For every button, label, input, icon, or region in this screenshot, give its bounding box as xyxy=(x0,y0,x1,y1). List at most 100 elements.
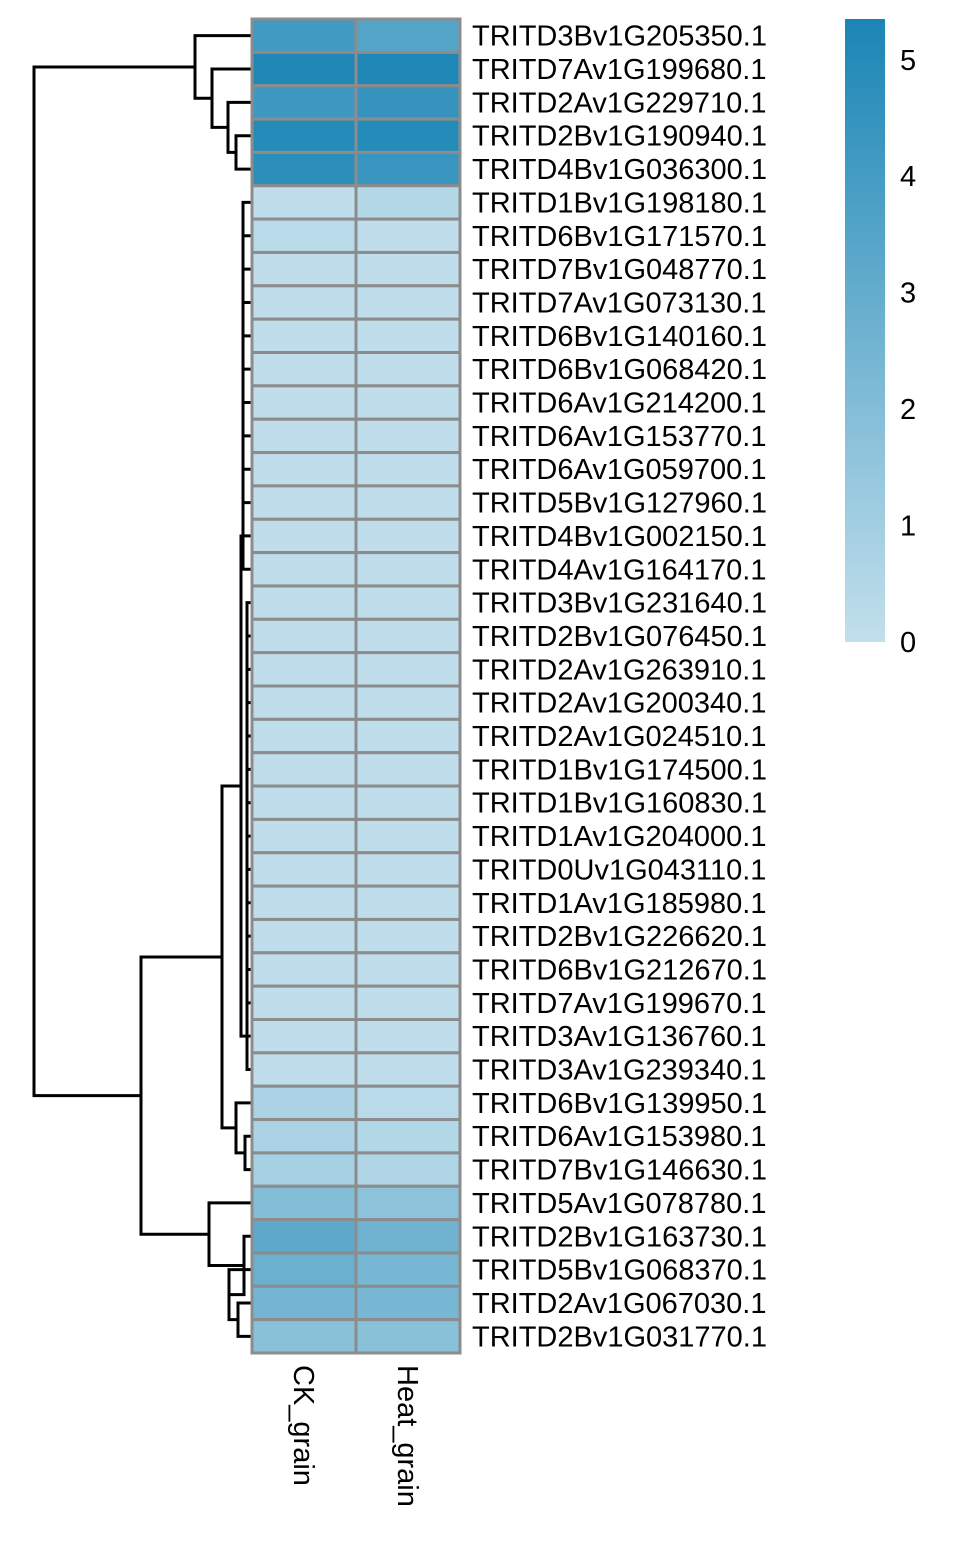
heatmap-cell xyxy=(250,1151,358,1188)
row-label: TRITD6Av1G153770.1 xyxy=(472,421,766,453)
column-label: CK_grain xyxy=(287,1365,319,1486)
heatmap-cell xyxy=(250,784,358,821)
dendrogram-branch xyxy=(210,67,253,129)
row-label: TRITD2Av1G229710.1 xyxy=(472,87,766,119)
heatmap-cell xyxy=(354,1151,462,1188)
heatmap-cell xyxy=(354,50,462,88)
heatmap-cell xyxy=(354,684,462,721)
heatmap-cell xyxy=(250,951,358,988)
row-label: TRITD6Bv1G212670.1 xyxy=(472,954,767,986)
heatmap-cell xyxy=(250,417,358,455)
heatmap-cell xyxy=(250,84,358,121)
heatmap-cell xyxy=(250,351,358,388)
heatmap-cell xyxy=(354,1184,462,1222)
heatmap-cell xyxy=(250,1084,358,1122)
dendrogram-branch xyxy=(226,100,253,154)
heatmap-cell xyxy=(250,984,358,1022)
heatmap-cell xyxy=(250,684,358,721)
row-label: TRITD2Bv1G076450.1 xyxy=(472,621,767,653)
heatmap-cell xyxy=(250,484,358,521)
heatmap-cells xyxy=(250,17,462,1355)
heatmap-cell xyxy=(250,184,358,221)
heatmap-cell xyxy=(250,1184,358,1222)
heatmap-cell xyxy=(354,717,462,755)
heatmap-cell xyxy=(250,217,358,254)
heatmap-cell xyxy=(354,917,462,955)
row-label: TRITD6Bv1G171570.1 xyxy=(472,221,767,253)
heatmap-cell xyxy=(250,1218,358,1255)
heatmap-cell xyxy=(354,317,462,354)
legend-tick-label: 5 xyxy=(900,45,916,77)
heatmap-cell xyxy=(354,584,462,621)
row-label: TRITD1Av1G204000.1 xyxy=(472,821,766,853)
heatmap-cell xyxy=(250,250,358,288)
dendrogram-branch xyxy=(32,65,197,1098)
heatmap-cell xyxy=(354,484,462,521)
heatmap-cell xyxy=(250,384,358,421)
heatmap-cell xyxy=(354,384,462,421)
row-label: TRITD6Bv1G068420.1 xyxy=(472,354,767,386)
row-label: TRITD7Bv1G146630.1 xyxy=(472,1155,767,1187)
heatmap-cell xyxy=(250,1318,358,1355)
heatmap-cell xyxy=(354,150,462,188)
legend-tick-label: 0 xyxy=(900,627,916,659)
heatmap-cell xyxy=(354,951,462,988)
heatmap-cell xyxy=(250,884,358,921)
heatmap-cell xyxy=(354,1084,462,1122)
heatmap-cell xyxy=(250,717,358,755)
heatmap-cell xyxy=(354,517,462,555)
heatmap-cell xyxy=(354,217,462,254)
row-label: TRITD3Bv1G231640.1 xyxy=(472,588,767,620)
heatmap-cell xyxy=(354,1284,462,1322)
dendrogram-branch xyxy=(236,1301,253,1338)
column-labels: CK_grain Heat_grain xyxy=(287,1365,423,1507)
heatmap-cell xyxy=(354,1251,462,1288)
row-label: TRITD4Bv1G002150.1 xyxy=(472,521,767,553)
heatmap-cell xyxy=(250,117,358,154)
heatmap-cell xyxy=(250,817,358,855)
heatmap-cell xyxy=(354,250,462,288)
row-label: TRITD5Bv1G127960.1 xyxy=(472,488,767,520)
heatmap-cell xyxy=(250,317,358,354)
legend-tick-label: 2 xyxy=(900,394,916,426)
legend-tick-label: 3 xyxy=(900,278,916,310)
row-label: TRITD1Av1G185980.1 xyxy=(472,888,766,920)
heatmap-cell xyxy=(354,1018,462,1055)
heatmap-cell xyxy=(354,551,462,588)
heatmap-cell xyxy=(250,584,358,621)
row-label: TRITD2Av1G024510.1 xyxy=(472,721,766,753)
legend-tick-label: 4 xyxy=(900,161,916,193)
heatmap-cell xyxy=(250,551,358,588)
heatmap-cell xyxy=(354,1318,462,1355)
row-label: TRITD2Bv1G031770.1 xyxy=(472,1321,767,1353)
row-label: TRITD2Bv1G163730.1 xyxy=(472,1221,767,1253)
heatmap-cell xyxy=(354,617,462,655)
heatmap-cell xyxy=(354,884,462,921)
heatmap-cell xyxy=(354,184,462,221)
heatmap-cell xyxy=(354,17,462,54)
row-label: TRITD2Bv1G190940.1 xyxy=(472,121,767,153)
row-label: TRITD1Bv1G174500.1 xyxy=(472,754,767,786)
legend-color-bar xyxy=(845,19,885,642)
row-label: TRITD5Av1G078780.1 xyxy=(472,1188,766,1220)
heatmap-cell xyxy=(354,751,462,788)
row-label: TRITD7Bv1G048770.1 xyxy=(472,254,767,286)
heatmap-cell xyxy=(354,651,462,688)
color-legend: 0 1 2 3 4 5 xyxy=(845,19,916,659)
legend-tick-label: 1 xyxy=(900,511,916,543)
heatmap-cell xyxy=(354,817,462,855)
heatmap-cell xyxy=(250,1284,358,1322)
heatmap-cell xyxy=(250,751,358,788)
row-label: TRITD2Av1G200340.1 xyxy=(472,688,766,720)
row-label: TRITD1Bv1G160830.1 xyxy=(472,788,767,820)
row-label: TRITD2Av1G263910.1 xyxy=(472,654,766,686)
heatmap-cell xyxy=(354,84,462,121)
heatmap-cell xyxy=(250,617,358,655)
row-label: TRITD4Bv1G036300.1 xyxy=(472,154,767,186)
heatmap-cell xyxy=(250,451,358,488)
dendrogram-branch xyxy=(245,1001,253,1072)
row-label: TRITD6Bv1G139950.1 xyxy=(472,1088,767,1120)
row-label: TRITD3Av1G239340.1 xyxy=(472,1055,766,1087)
